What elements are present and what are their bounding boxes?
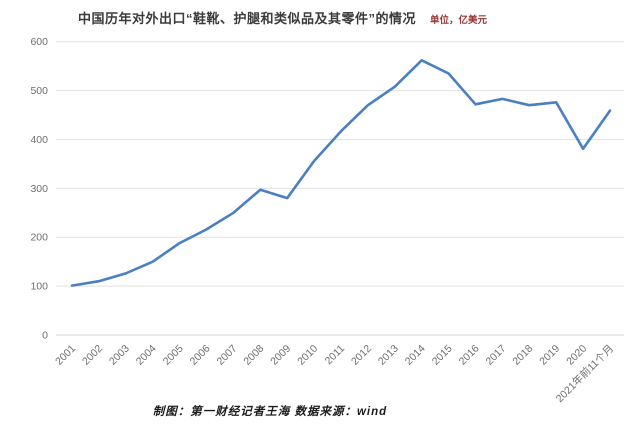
x-tick-label: 2017 — [484, 343, 509, 368]
x-tick-label: 2012 — [349, 343, 374, 368]
y-tick-label: 300 — [30, 183, 48, 195]
x-tick-label: 2011 — [323, 343, 348, 368]
x-tick-label: 2006 — [188, 343, 213, 368]
chart-title: 中国历年对外出口“鞋靴、护腿和类似品及其零件”的情况 — [78, 11, 417, 26]
y-tick-label: 400 — [30, 134, 48, 146]
x-tick-label: 2015 — [430, 343, 455, 368]
x-tick-label: 2009 — [268, 343, 293, 368]
y-tick-label: 200 — [30, 232, 48, 244]
x-tick-label: 2014 — [403, 343, 428, 368]
x-tick-label: 2008 — [241, 343, 266, 368]
x-tick-label: 2005 — [161, 343, 186, 368]
x-tick-label: 2018 — [510, 343, 535, 368]
chart-unit-label: 单位，亿美元 — [430, 15, 488, 26]
y-tick-label: 500 — [30, 85, 48, 97]
y-tick-label: 600 — [30, 36, 48, 48]
x-tick-label: 2003 — [107, 343, 132, 368]
x-tick-label: 2013 — [376, 343, 401, 368]
y-tick-label: 0 — [42, 330, 48, 342]
x-tick-label: 2001 — [53, 343, 78, 368]
y-tick-label: 100 — [30, 281, 48, 293]
x-tick-label: 2004 — [134, 343, 159, 368]
x-tick-label: 2016 — [457, 343, 482, 368]
x-tick-label: 2019 — [537, 343, 562, 368]
export-series-line — [70, 58, 612, 287]
chart-header: 中国历年对外出口“鞋靴、护腿和类似品及其零件”的情况 单位，亿美元 — [78, 8, 628, 28]
chart-footer: 制图：第一财经记者王海 数据来源：wind — [152, 406, 388, 418]
x-tick-label: 2002 — [80, 343, 105, 368]
x-tick-label: 2010 — [295, 343, 320, 368]
x-tick-label: 2007 — [215, 343, 240, 368]
